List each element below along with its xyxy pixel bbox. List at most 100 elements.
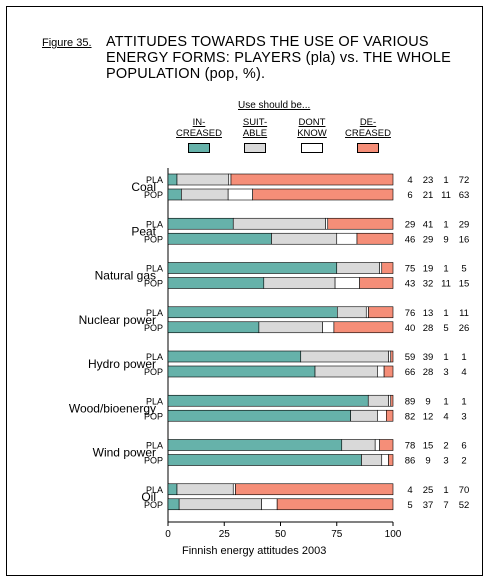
value-label: 23	[423, 175, 434, 186]
value-label: 6	[407, 190, 412, 201]
value-label: 15	[423, 441, 434, 452]
legend-header: Use should be...	[238, 100, 311, 111]
row-group-label: POP	[144, 190, 163, 200]
chart-footer: Finnish energy attitudes 2003	[182, 545, 327, 557]
value-label: 4	[407, 175, 412, 186]
value-label: 86	[405, 456, 416, 467]
bar-segment-increased	[167, 188, 182, 201]
bar-segment-decreased	[390, 350, 394, 363]
bar-segment-decreased	[230, 173, 394, 186]
bar-segment-dont-know	[365, 306, 369, 319]
value-label: 37	[423, 500, 434, 511]
value-label: 5	[443, 323, 448, 334]
bar-segment-suitable	[341, 439, 376, 451]
value-label: 1	[443, 219, 448, 230]
bar-segment-suitable	[367, 394, 389, 407]
value-label: 1	[443, 264, 448, 275]
x-tick-label: 100	[385, 529, 402, 540]
legend-label-decreased: DE- CREASED	[345, 117, 391, 139]
value-label: 9	[425, 396, 430, 407]
value-label: 25	[423, 485, 434, 496]
bar-segment-dont-know	[336, 232, 358, 245]
value-label: 19	[423, 264, 434, 275]
value-label: 1	[443, 308, 448, 319]
value-label: 1	[443, 485, 448, 496]
value-label: 82	[405, 411, 416, 422]
category-label: Coal	[131, 180, 156, 194]
value-label: 1	[461, 352, 466, 363]
row-group-label: PLA	[146, 352, 163, 362]
bar-segment-decreased	[333, 321, 394, 334]
value-label: 59	[405, 352, 416, 363]
value-label: 26	[459, 323, 470, 334]
value-label: 78	[405, 441, 416, 452]
value-label: 66	[405, 367, 416, 378]
bar-segment-suitable	[258, 321, 323, 334]
value-label: 21	[423, 190, 434, 201]
bar-segment-suitable	[232, 217, 326, 230]
bar-segment-suitable	[181, 188, 229, 201]
bar-segment-suitable	[314, 365, 378, 378]
bar-segment-dont-know	[379, 262, 383, 274]
category-label: Peat	[131, 224, 156, 238]
bar-segment-dont-know	[334, 277, 360, 289]
value-label: 70	[459, 485, 470, 496]
row-group-label: POP	[144, 456, 163, 466]
row-group-label: PLA	[146, 219, 163, 229]
legend-swatch-increased	[188, 143, 210, 153]
value-label: 11	[459, 308, 469, 319]
x-tick-label: 25	[219, 529, 231, 540]
bar-segment-suitable	[176, 173, 230, 186]
bar-segment-increased	[167, 350, 302, 363]
category-label: Nuclear power	[79, 313, 156, 327]
x-tick-label: 0	[165, 529, 171, 540]
value-label: 39	[423, 352, 434, 363]
row-group-label: PLA	[146, 308, 163, 318]
value-label: 29	[459, 219, 470, 230]
legend-label-increased: IN- CREASED	[176, 117, 222, 139]
bar-segment-decreased	[381, 262, 394, 274]
value-label: 76	[405, 308, 416, 319]
bar-segment-increased	[167, 454, 362, 466]
bar-segment-dont-know	[325, 217, 329, 230]
bar-segment-suitable	[176, 483, 234, 496]
value-label: 32	[423, 279, 434, 290]
value-label: 7	[443, 500, 448, 511]
category-label: Wood/bioenergy	[69, 401, 156, 415]
bar-segment-decreased	[388, 454, 394, 466]
bar-segment-dont-know	[381, 454, 389, 466]
row-group-label: POP	[144, 500, 163, 510]
value-label: 2	[443, 441, 448, 452]
x-tick-label: 50	[275, 529, 287, 540]
category-label: Natural gas	[95, 269, 156, 283]
bar-segment-dont-know	[227, 188, 253, 201]
legend-swatch-suitable	[244, 143, 266, 153]
bar-segment-suitable	[271, 232, 338, 245]
row-group-label: PLA	[146, 441, 163, 451]
bar-segment-dont-know	[322, 321, 335, 334]
value-label: 52	[459, 500, 470, 511]
value-label: 3	[443, 456, 448, 467]
value-label: 13	[423, 308, 434, 319]
category-label: Hydro power	[88, 357, 156, 371]
bar-segment-dont-know	[374, 439, 380, 451]
value-label: 4	[443, 411, 448, 422]
value-label: 29	[423, 234, 434, 245]
value-label: 72	[459, 175, 470, 186]
bar-segment-dont-know	[377, 365, 385, 378]
bar-segment-decreased	[356, 232, 394, 245]
value-label: 5	[461, 264, 466, 275]
bar-segment-dont-know	[232, 483, 236, 496]
value-label: 40	[405, 323, 416, 334]
bar-segment-decreased	[252, 188, 394, 201]
value-label: 6	[461, 441, 466, 452]
bar-segment-increased	[167, 409, 351, 422]
value-label: 12	[423, 411, 434, 422]
bar-segment-increased	[167, 394, 369, 407]
value-label: 46	[405, 234, 416, 245]
bar-segment-increased	[167, 277, 265, 289]
bar-segment-increased	[167, 173, 178, 186]
bar-segment-decreased	[276, 498, 394, 511]
bar-segment-increased	[167, 262, 338, 274]
bar-segment-increased	[167, 439, 343, 451]
